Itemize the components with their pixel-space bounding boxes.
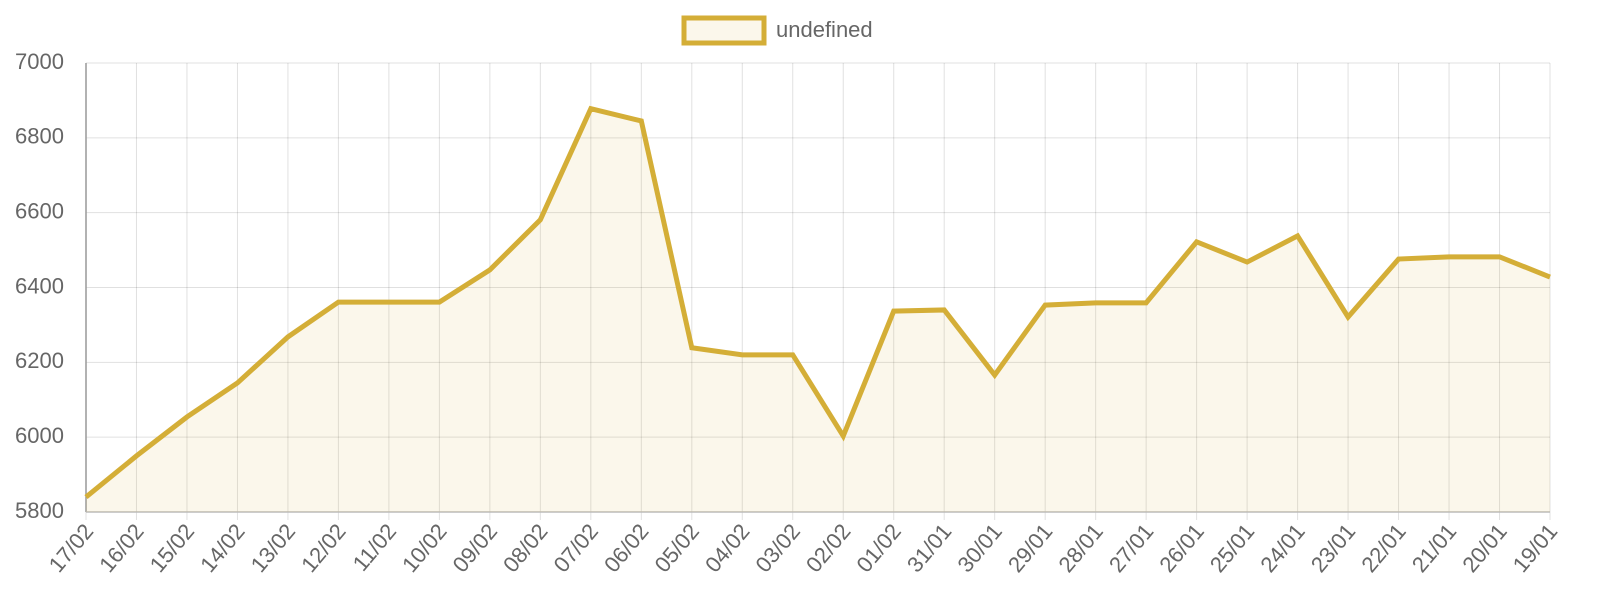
x-tick-label: 21/01	[1407, 519, 1462, 577]
x-tick-label: 05/02	[650, 519, 705, 577]
x-tick-label: 24/01	[1255, 519, 1310, 577]
x-tick-label: 25/01	[1205, 519, 1260, 577]
y-tick-label: 6400	[15, 273, 64, 298]
x-tick-label: 29/01	[1003, 519, 1058, 577]
x-tick-label: 08/02	[498, 519, 553, 577]
x-tick-label: 22/01	[1356, 519, 1411, 577]
legend-label: undefined	[776, 17, 873, 42]
x-tick-label: 06/02	[599, 519, 654, 577]
x-tick-label: 28/01	[1053, 519, 1108, 577]
x-tick-label: 14/02	[195, 519, 250, 577]
x-tick-label: 19/01	[1508, 519, 1563, 577]
x-tick-label: 09/02	[448, 519, 503, 577]
x-tick-label: 20/01	[1457, 519, 1512, 577]
y-tick-label: 5800	[15, 498, 64, 523]
x-tick-label: 12/02	[296, 519, 351, 577]
y-tick-label: 6200	[15, 348, 64, 373]
y-tick-label: 6800	[15, 124, 64, 149]
y-tick-label: 6000	[15, 423, 64, 448]
x-tick-label: 11/02	[348, 519, 401, 576]
x-tick-label: 23/01	[1306, 519, 1361, 577]
line	[84, 105, 1551, 499]
y-tick-label: 7000	[15, 49, 64, 74]
x-tick-label: 31/01	[902, 519, 957, 577]
x-tick-label: 03/02	[750, 519, 805, 577]
x-tick-label: 27/01	[1104, 519, 1159, 577]
x-tick-label: 15/02	[145, 519, 200, 577]
x-tick-label: 07/02	[549, 519, 604, 577]
y-tick-label: 6600	[15, 198, 64, 223]
legend-swatch	[681, 15, 767, 46]
x-tick-label: 26/01	[1154, 519, 1209, 577]
x-tick-label: 13/02	[246, 519, 301, 577]
x-tick-label: 30/01	[952, 519, 1007, 577]
x-tick-label: 04/02	[700, 519, 755, 577]
x-tick-label: 02/02	[801, 519, 856, 577]
x-tick-label: 10/02	[397, 519, 452, 577]
x-tick-label: 16/02	[94, 519, 149, 577]
x-tick-label: 17/02	[44, 519, 99, 577]
area	[86, 108, 1550, 513]
x-tick-label: 01/02	[851, 519, 906, 577]
